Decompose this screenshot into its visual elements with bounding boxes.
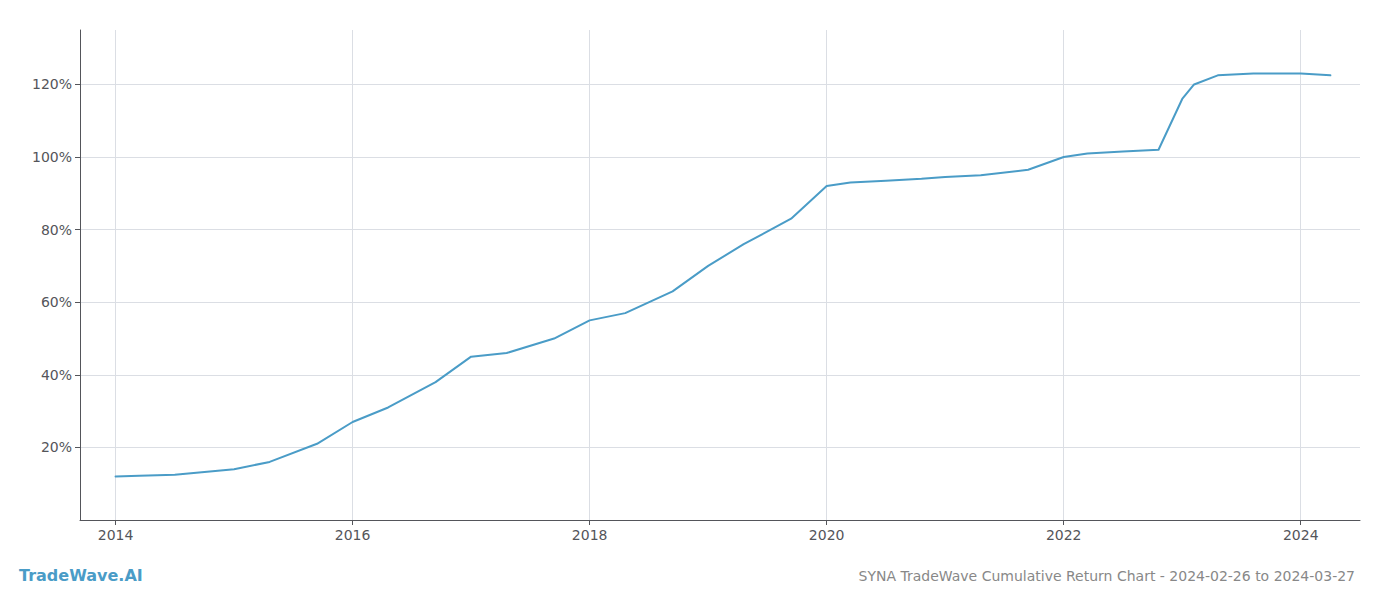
svg-text:60%: 60%: [41, 294, 72, 310]
svg-text:2022: 2022: [1046, 527, 1082, 543]
svg-text:2014: 2014: [98, 527, 134, 543]
svg-text:2024: 2024: [1283, 527, 1319, 543]
svg-text:SYNA TradeWave Cumulative Retu: SYNA TradeWave Cumulative Return Chart -…: [858, 568, 1355, 584]
svg-text:2020: 2020: [809, 527, 845, 543]
svg-text:100%: 100%: [32, 149, 72, 165]
svg-text:TradeWave.AI: TradeWave.AI: [19, 566, 143, 585]
svg-text:20%: 20%: [41, 439, 72, 455]
svg-text:2016: 2016: [335, 527, 371, 543]
svg-text:2018: 2018: [572, 527, 608, 543]
svg-text:80%: 80%: [41, 222, 72, 238]
svg-text:120%: 120%: [32, 76, 72, 92]
svg-text:40%: 40%: [41, 367, 72, 383]
